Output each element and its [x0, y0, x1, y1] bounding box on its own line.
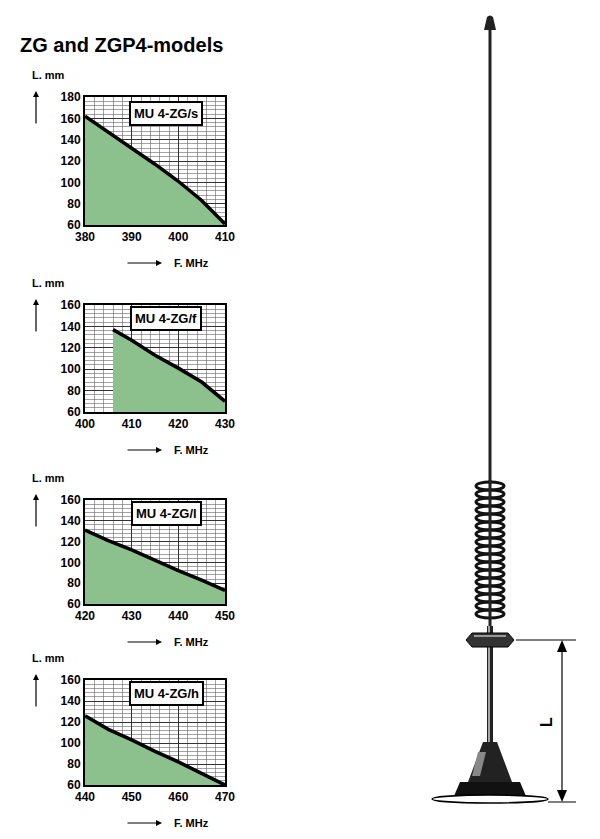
svg-text:MU 4-ZG/h: MU 4-ZG/h [134, 686, 199, 701]
svg-text:420: 420 [168, 417, 188, 431]
svg-text:L. mm: L. mm [32, 652, 65, 664]
svg-text:450: 450 [122, 790, 142, 804]
svg-text:440: 440 [75, 790, 95, 804]
svg-text:140: 140 [61, 514, 81, 528]
svg-text:420: 420 [75, 609, 95, 623]
svg-text:140: 140 [61, 694, 81, 708]
svg-text:120: 120 [61, 715, 81, 729]
svg-text:460: 460 [168, 790, 188, 804]
svg-text:L. mm: L. mm [32, 472, 65, 484]
svg-text:L: L [538, 717, 555, 727]
svg-text:80: 80 [67, 197, 81, 211]
svg-text:MU 4-ZG/s: MU 4-ZG/s [134, 106, 198, 121]
svg-text:80: 80 [67, 757, 81, 771]
svg-text:F. MHz: F. MHz [174, 257, 209, 269]
svg-text:100: 100 [61, 736, 81, 750]
svg-text:F. MHz: F. MHz [174, 444, 209, 456]
svg-text:410: 410 [122, 417, 142, 431]
svg-text:MU 4-ZG/l: MU 4-ZG/l [136, 506, 197, 521]
svg-text:120: 120 [61, 154, 81, 168]
svg-text:430: 430 [122, 609, 142, 623]
svg-text:380: 380 [75, 230, 95, 244]
svg-text:120: 120 [61, 535, 81, 549]
svg-text:160: 160 [61, 673, 81, 687]
svg-text:MU 4-ZG/f: MU 4-ZG/f [135, 311, 197, 326]
svg-text:L. mm: L. mm [32, 277, 65, 289]
svg-text:100: 100 [61, 556, 81, 570]
svg-text:F. MHz: F. MHz [174, 817, 209, 829]
svg-text:F. MHz: F. MHz [174, 636, 209, 648]
svg-text:120: 120 [61, 341, 81, 355]
svg-text:410: 410 [215, 230, 235, 244]
svg-text:450: 450 [215, 609, 235, 623]
svg-text:100: 100 [61, 362, 81, 376]
svg-text:L. mm: L. mm [32, 69, 65, 81]
svg-text:60: 60 [67, 218, 81, 232]
svg-text:160: 160 [61, 493, 81, 507]
svg-text:430: 430 [215, 417, 235, 431]
svg-text:60: 60 [67, 405, 81, 419]
svg-text:160: 160 [61, 298, 81, 312]
svg-text:80: 80 [67, 576, 81, 590]
svg-text:140: 140 [61, 133, 81, 147]
svg-text:180: 180 [61, 90, 81, 104]
svg-text:100: 100 [61, 176, 81, 190]
svg-text:400: 400 [168, 230, 188, 244]
svg-text:160: 160 [61, 112, 81, 126]
svg-text:60: 60 [67, 778, 81, 792]
svg-text:470: 470 [215, 790, 235, 804]
svg-text:60: 60 [67, 597, 81, 611]
svg-text:440: 440 [168, 609, 188, 623]
svg-text:ZG and ZGP4-models: ZG and ZGP4-models [20, 34, 223, 56]
svg-text:80: 80 [67, 384, 81, 398]
svg-text:390: 390 [122, 230, 142, 244]
svg-text:140: 140 [61, 320, 81, 334]
svg-text:400: 400 [75, 417, 95, 431]
